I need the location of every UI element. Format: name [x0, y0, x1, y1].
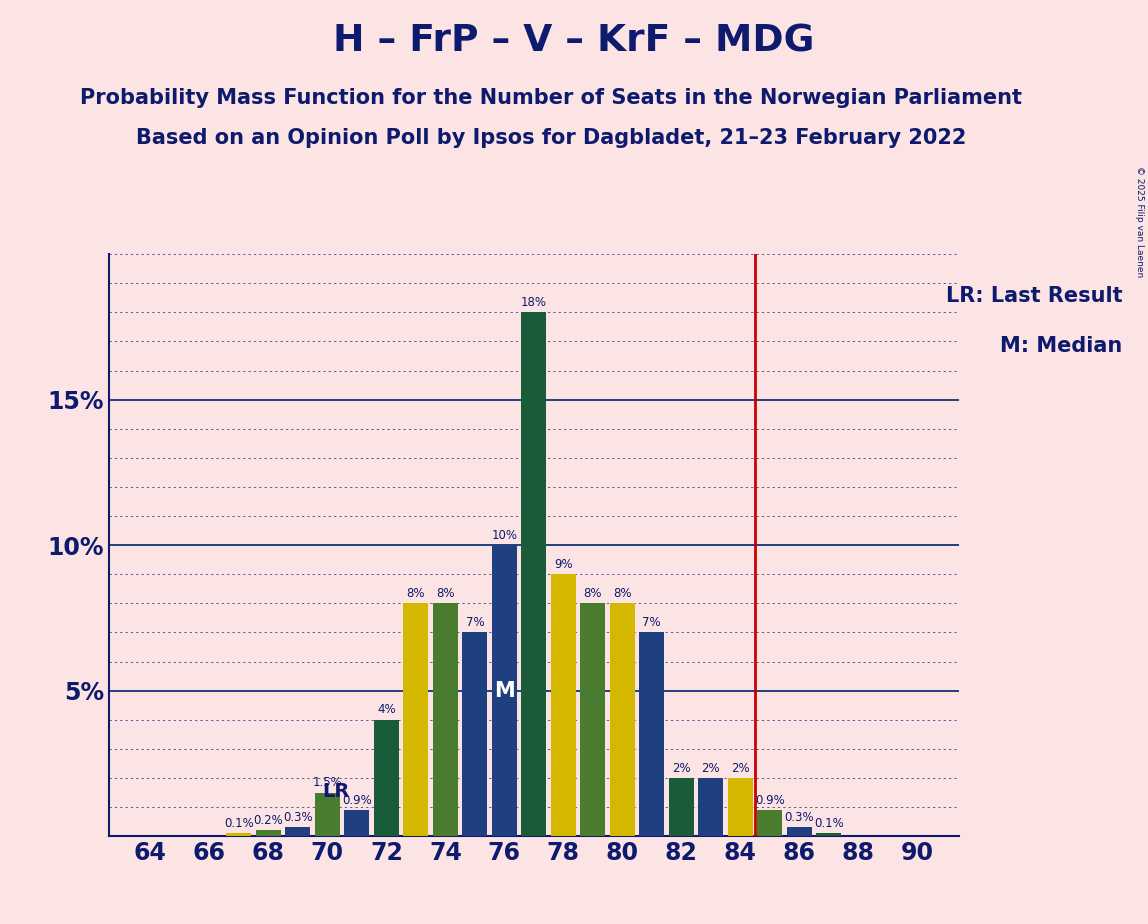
Text: 8%: 8% — [583, 587, 602, 600]
Text: 2%: 2% — [731, 761, 750, 774]
Text: © 2025 Filip van Laenen: © 2025 Filip van Laenen — [1135, 166, 1145, 277]
Bar — [698, 778, 723, 836]
Bar — [521, 312, 546, 836]
Text: 7%: 7% — [643, 616, 661, 629]
Bar — [491, 545, 517, 836]
Bar — [315, 793, 340, 836]
Text: 9%: 9% — [554, 558, 573, 571]
Text: LR: LR — [323, 783, 350, 801]
Text: 0.2%: 0.2% — [254, 814, 284, 827]
Bar — [226, 833, 251, 836]
Bar — [669, 778, 693, 836]
Text: 8%: 8% — [613, 587, 631, 600]
Bar — [816, 833, 841, 836]
Text: 7%: 7% — [465, 616, 484, 629]
Text: H – FrP – V – KrF – MDG: H – FrP – V – KrF – MDG — [333, 23, 815, 59]
Text: 0.1%: 0.1% — [814, 817, 844, 830]
Bar — [551, 574, 576, 836]
Bar — [286, 828, 310, 836]
Text: Based on an Opinion Poll by Ipsos for Dagbladet, 21–23 February 2022: Based on an Opinion Poll by Ipsos for Da… — [135, 128, 967, 148]
Text: M: M — [494, 681, 514, 700]
Text: 0.1%: 0.1% — [224, 817, 254, 830]
Text: 8%: 8% — [406, 587, 425, 600]
Bar — [610, 603, 635, 836]
Text: 0.9%: 0.9% — [755, 794, 785, 807]
Text: 8%: 8% — [436, 587, 455, 600]
Bar — [374, 720, 398, 836]
Bar — [256, 831, 281, 836]
Bar — [728, 778, 753, 836]
Text: 2%: 2% — [701, 761, 720, 774]
Text: 0.9%: 0.9% — [342, 794, 372, 807]
Text: 0.3%: 0.3% — [284, 811, 312, 824]
Text: 10%: 10% — [491, 529, 518, 541]
Bar — [403, 603, 428, 836]
Text: Probability Mass Function for the Number of Seats in the Norwegian Parliament: Probability Mass Function for the Number… — [80, 88, 1022, 108]
Text: 0.3%: 0.3% — [784, 811, 814, 824]
Text: LR: Last Result: LR: Last Result — [946, 286, 1123, 306]
Bar — [433, 603, 458, 836]
Bar — [344, 810, 370, 836]
Text: 2%: 2% — [672, 761, 691, 774]
Bar — [758, 810, 782, 836]
Bar — [463, 632, 488, 836]
Text: M: Median: M: Median — [1001, 336, 1123, 357]
Text: 1.5%: 1.5% — [312, 776, 342, 789]
Text: 4%: 4% — [377, 703, 396, 716]
Bar — [786, 828, 812, 836]
Bar — [639, 632, 665, 836]
Bar — [580, 603, 605, 836]
Text: 18%: 18% — [521, 296, 546, 309]
